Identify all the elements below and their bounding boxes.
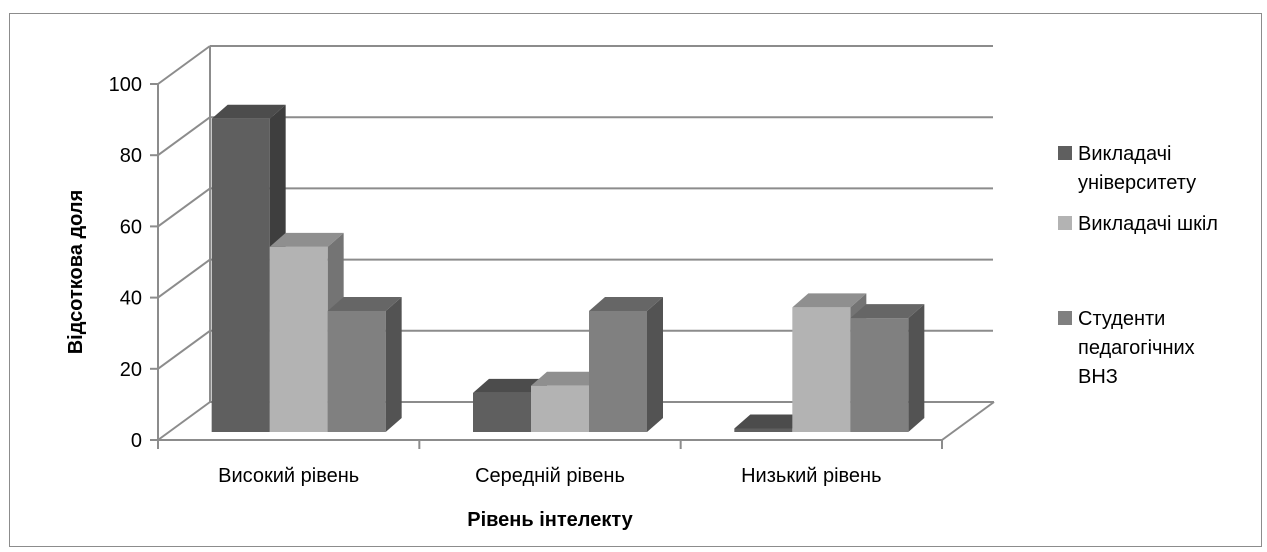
legend-label: ВНЗ [1078, 366, 1118, 388]
side-wall-line [157, 187, 211, 228]
legend-label: педагогічних [1078, 337, 1195, 359]
bar-top-face [850, 304, 925, 319]
top-text-fragment [0, 0, 220, 14]
floor-right-edge [941, 401, 995, 441]
bar-top-face [211, 104, 286, 119]
bar-front-face [850, 318, 909, 432]
legend-item: Студенти педагогічних ВНЗ [1058, 308, 1195, 388]
bar-top-face [473, 378, 547, 393]
bar-front-face [473, 392, 531, 432]
bar [327, 296, 402, 432]
bars-layer [211, 104, 925, 432]
y-axis-title: Відсоткова доля [65, 190, 87, 355]
legend-swatch [1058, 216, 1072, 230]
y-tick-label: 100 [109, 74, 142, 96]
bar-front-face [792, 307, 851, 432]
bar-front-face [531, 385, 589, 432]
x-axis-title: Рівень інтелекту [467, 509, 633, 531]
side-wall-line [157, 401, 211, 441]
side-wall-line [157, 45, 211, 85]
bar-front-face [327, 310, 386, 432]
bar-top-face [269, 232, 344, 247]
legend-label: Студенти [1078, 308, 1165, 330]
bar-side-face [647, 296, 663, 432]
y-tick-label: 20 [120, 359, 142, 381]
bar-side-face [385, 296, 402, 432]
legend-item: Викладачі університету [1058, 143, 1196, 194]
side-wall-line [157, 258, 211, 299]
legend-label: Викладачі [1078, 143, 1172, 165]
axes-layer: 0 20 40 60 80 100 Високий рівень Середній рівен… [109, 74, 943, 487]
legend: Викладачі університету Викладачі шкіл Студе… [1058, 143, 1218, 388]
bar-front-face [734, 428, 793, 432]
bar-front-face [269, 246, 328, 432]
bar [589, 296, 663, 432]
y-tick-label: 0 [131, 430, 142, 452]
legend-swatch [1058, 146, 1072, 160]
y-tick-label: 80 [120, 145, 142, 167]
side-wall-line [157, 329, 211, 370]
bar-top-face [531, 371, 605, 386]
legend-label: Викладачі шкіл [1078, 213, 1218, 235]
legend-item: Викладачі шкіл [1058, 213, 1218, 235]
y-tick-label: 60 [120, 216, 142, 238]
legend-swatch [1058, 311, 1072, 325]
bar-front-face [211, 118, 270, 432]
side-wall-line [157, 116, 211, 157]
bar-top-face [327, 296, 402, 311]
x-tick-label: Високий рівень [218, 465, 359, 487]
y-tick-label: 40 [120, 288, 142, 310]
bar-top-face [792, 293, 867, 308]
bar-front-face [589, 310, 647, 432]
bar-top-face [589, 296, 663, 311]
bar-top-face [734, 414, 809, 429]
bar [850, 304, 925, 432]
x-tick-label: Середній рівень [475, 465, 625, 487]
bar-side-face [908, 304, 925, 432]
x-tick-label: Низький рівень [741, 465, 881, 487]
legend-label: університету [1078, 172, 1196, 194]
